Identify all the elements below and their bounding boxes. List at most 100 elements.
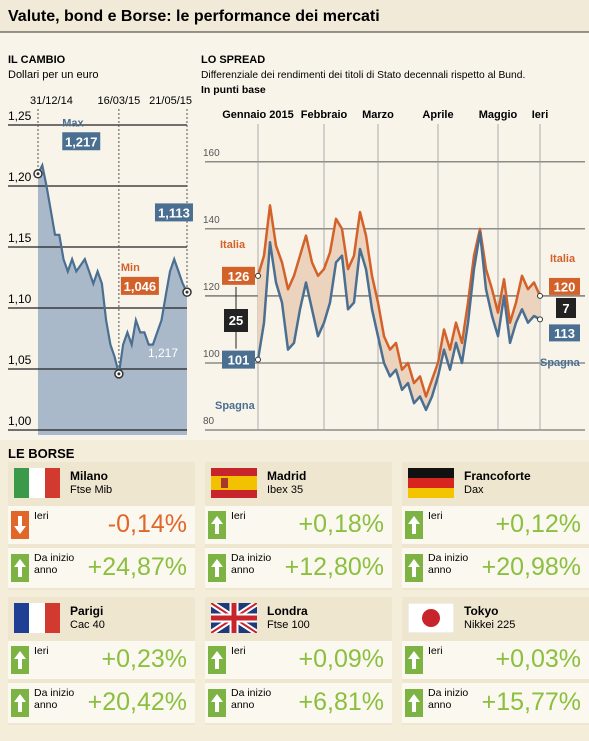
y-tick-label: 1,05 — [8, 353, 32, 367]
flag-box — [14, 603, 60, 638]
arrow-icon — [405, 646, 423, 674]
arrow-icon — [11, 689, 29, 717]
arrow-box — [11, 646, 29, 679]
x-tick-label: Ieri — [532, 109, 549, 121]
end-point — [255, 356, 261, 363]
data-label: 1,046 — [124, 279, 157, 294]
data-label-box — [549, 324, 580, 342]
flag — [408, 488, 454, 498]
data-label-box — [222, 350, 255, 369]
row-anno: Da inizio anno +12,80% — [205, 548, 392, 588]
flag-box — [408, 468, 454, 503]
end-point — [537, 292, 543, 299]
x-tick-label: Maggio — [479, 109, 518, 121]
arrow-box — [208, 689, 226, 722]
flag — [422, 609, 440, 627]
arrow — [211, 559, 223, 577]
flag — [29, 468, 45, 498]
data-label: 126 — [228, 269, 250, 284]
change-value: +0,12% — [495, 510, 582, 538]
annotation: 1,217 — [148, 346, 178, 360]
point-core — [117, 372, 121, 376]
arrow-icon — [208, 554, 226, 582]
series-label: Italia — [220, 239, 246, 251]
line — [256, 231, 541, 412]
flag — [211, 603, 257, 633]
annotation: 7 — [562, 301, 569, 316]
data-label: 1,113 — [158, 205, 190, 220]
title-bar — [0, 0, 589, 32]
flag-box — [14, 468, 60, 503]
arrow-box — [11, 511, 29, 544]
arrow — [408, 694, 420, 712]
row-label: Ieri — [231, 510, 246, 522]
y-tick-label: 80 — [203, 416, 215, 427]
change-value: +0,23% — [101, 645, 188, 673]
change-value: +12,80% — [284, 553, 384, 581]
flag-box — [407, 602, 455, 638]
row-anno: Da inizio anno +24,87% — [8, 548, 195, 588]
arrow-box — [405, 689, 423, 722]
area — [38, 165, 187, 436]
row-label: Ieri — [34, 645, 49, 657]
spread-box — [556, 298, 576, 318]
data-label: 101 — [228, 353, 250, 368]
y-tick-label: 1,10 — [8, 292, 32, 306]
market-name: Madrid — [267, 469, 307, 483]
end-point — [255, 272, 261, 279]
arrow-icon — [405, 511, 423, 539]
data-label: 120 — [554, 279, 576, 294]
arrow-box — [405, 646, 423, 679]
series-label: Italia — [550, 253, 576, 265]
arrow-icon — [208, 646, 226, 674]
arrow — [14, 559, 26, 577]
index-name: Ftse Mib — [70, 484, 113, 496]
annotation: Max — [62, 117, 84, 129]
row-ieri: Ieri +0,23% — [8, 641, 195, 679]
market-cell: Parigi Cac 40 Ieri +0,23% Da inizio anno +20,… — [8, 597, 195, 725]
arrow-box — [208, 646, 226, 679]
flag — [14, 468, 60, 498]
data-label-box — [549, 277, 580, 295]
flag-box — [209, 600, 259, 638]
row-anno: Da inizio anno +20,98% — [402, 548, 589, 588]
market-cell: Milano Ftse Mib Ieri -0,14% Da inizio anno +2… — [8, 462, 195, 590]
row-label: Ieri — [428, 645, 443, 657]
market-cell: Madrid Ibex 35 Ieri +0,18% Da inizio anno +12… — [205, 462, 392, 590]
change-value: +0,18% — [298, 510, 385, 538]
arrow-icon — [208, 511, 226, 539]
y-tick-label: 1,15 — [8, 231, 32, 245]
row-ieri: Ieri +0,12% — [402, 506, 589, 544]
annotation: Min — [121, 262, 140, 274]
end-point — [537, 316, 543, 323]
data-label-box — [154, 203, 193, 222]
x-tick-label: 21/05/15 — [149, 95, 192, 107]
row-label: Da inizio anno — [428, 687, 469, 711]
market-name: Milano — [70, 469, 108, 483]
change-value: +20,42% — [87, 688, 187, 716]
row-ieri: Ieri +0,09% — [205, 641, 392, 679]
index-name: Nikkei 225 — [464, 619, 516, 631]
flag — [408, 468, 454, 498]
market-cell: Francoforte Dax Ieri +0,12% Da inizio anno +2… — [402, 462, 589, 590]
chart-subtitle: Dollari per un euro — [8, 69, 99, 81]
arrow — [14, 694, 26, 712]
data-label-box — [120, 276, 159, 295]
y-tick-label: 160 — [203, 148, 220, 159]
row-ieri: Ieri +0,18% — [205, 506, 392, 544]
data-label: 1,217 — [65, 134, 98, 149]
flag — [211, 468, 257, 498]
x-tick-label: 16/03/15 — [97, 95, 140, 107]
flag-box — [211, 468, 257, 503]
y-tick-label: 1,25 — [8, 109, 32, 123]
index-name: Ibex 35 — [267, 484, 304, 496]
series-label: Spagna — [540, 357, 581, 369]
annotation: 25 — [229, 313, 243, 328]
arrow — [211, 694, 223, 712]
arrow-icon — [208, 689, 226, 717]
arrow-box — [11, 554, 29, 587]
flag — [14, 468, 29, 498]
change-value: +0,03% — [495, 645, 582, 673]
arrow-box — [405, 554, 423, 587]
